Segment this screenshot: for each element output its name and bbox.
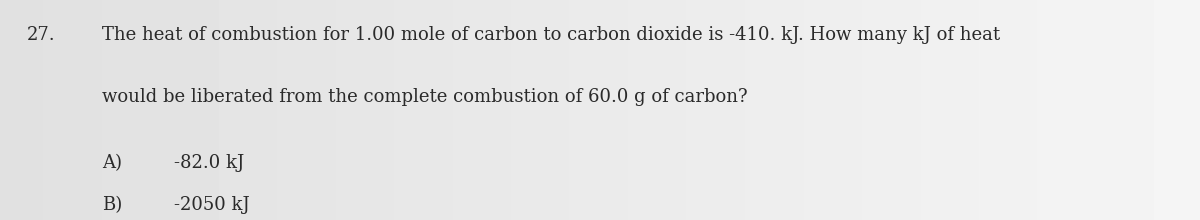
Text: 27.: 27. bbox=[26, 26, 55, 44]
Text: -82.0 kJ: -82.0 kJ bbox=[174, 154, 245, 172]
Text: B): B) bbox=[102, 196, 122, 214]
Text: would be liberated from the complete combustion of 60.0 g of carbon?: would be liberated from the complete com… bbox=[102, 88, 748, 106]
Text: -2050 kJ: -2050 kJ bbox=[174, 196, 250, 214]
Text: The heat of combustion for 1.00 mole of carbon to carbon dioxide is -410. kJ. Ho: The heat of combustion for 1.00 mole of … bbox=[102, 26, 1000, 44]
Text: A): A) bbox=[102, 154, 122, 172]
